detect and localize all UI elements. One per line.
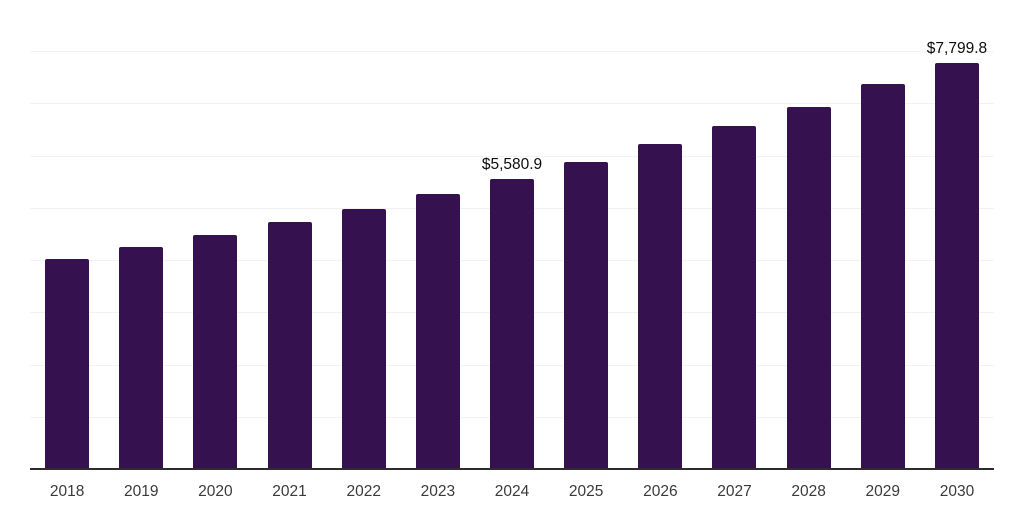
gridline [30,103,994,105]
bar-column-2019 [104,0,178,470]
bar-2030 [934,62,979,470]
bar-column-2023 [401,0,475,470]
x-tick-label-2027: 2027 [717,483,752,500]
bar-2023 [415,193,460,470]
x-tick-label-2025: 2025 [568,483,604,500]
bar-column-2022 [327,0,401,470]
bar-2019 [119,247,164,470]
bar-column-2021 [252,0,326,470]
data-label-2030: $7,799.8 [926,40,988,58]
x-axis-line [30,468,994,470]
bar-2024 [490,178,535,470]
bar-column-2026 [623,0,697,470]
bar-column-2024: $5,580.9 [475,0,549,470]
bar-column-2030: $7,799.8 [920,0,994,470]
bar-2021 [267,221,312,470]
x-tick-label-2020: 2020 [198,483,233,500]
bar-2027 [712,126,757,470]
x-tick-label-2018: 2018 [49,483,85,500]
bar-column-2028 [772,0,846,470]
x-axis-tick-labels: 2018 2019 2020 2021 2022 2023 2024 2025 2026 2027… [30,472,994,501]
bar-column-2029 [846,0,920,470]
x-tick-label-2023: 2023 [420,483,456,500]
gridline [30,51,994,53]
bar-column-2018 [30,0,104,470]
x-tick-label-2022: 2022 [346,483,381,500]
bar-2022 [341,208,386,470]
bar-2029 [860,84,905,470]
bar-column-2020 [178,0,252,470]
bar-column-2027 [697,0,771,470]
bar-2028 [786,106,831,470]
bar-2025 [564,161,609,470]
x-tick-label-2021: 2021 [272,483,307,500]
plot-area: $5,580.9 $7,799.8 [30,0,994,470]
bar-2020 [193,235,238,470]
x-tick-label-2024: 2024 [494,483,530,500]
bar-2026 [638,144,683,470]
x-tick-label-2026: 2026 [643,483,678,500]
x-tick-label-2029: 2029 [865,483,901,500]
x-tick-label-2030: 2030 [939,483,975,500]
x-tick-label-2019: 2019 [123,483,159,500]
x-tick-label-2028: 2028 [791,483,826,500]
bar-2018 [45,258,90,470]
data-label-2024: $5,580.9 [481,156,543,174]
bars-group: $5,580.9 $7,799.8 [30,0,994,470]
gridline [30,155,994,157]
bar-column-2025 [549,0,623,470]
